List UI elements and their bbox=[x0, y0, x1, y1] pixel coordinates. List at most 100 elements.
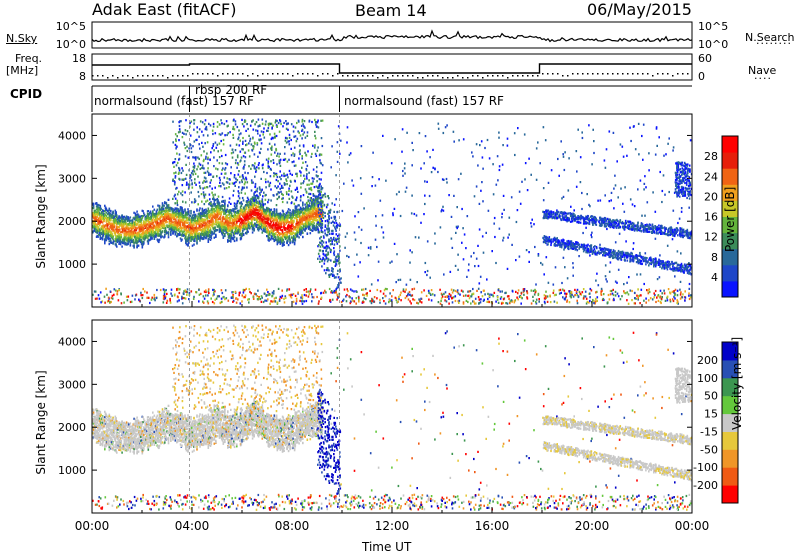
power-echo-cell bbox=[111, 227, 114, 230]
power-echo-cell bbox=[309, 197, 312, 200]
power-echo-cell bbox=[267, 180, 269, 183]
power-echo-cell bbox=[175, 219, 177, 222]
power-echo-cell bbox=[296, 121, 298, 125]
power-echo-cell bbox=[256, 218, 258, 221]
power-echo-cell bbox=[185, 235, 187, 239]
power-echo-cell bbox=[275, 174, 278, 177]
power-echo-cell bbox=[133, 242, 135, 245]
power-echo-cell bbox=[214, 226, 216, 229]
velocity-colorbar-tick-label: -15 bbox=[700, 425, 718, 438]
power-echo-cell bbox=[292, 240, 294, 243]
power-echo-cell bbox=[174, 143, 177, 146]
power-echo-cell bbox=[207, 240, 210, 243]
power-echo-cell bbox=[254, 197, 257, 200]
power-echo-cell bbox=[272, 227, 274, 230]
power-echo-cell bbox=[187, 221, 189, 224]
power-echo-cell bbox=[197, 228, 199, 231]
power-colorbar-tick-label: 12 bbox=[704, 231, 718, 244]
power-echo-cell bbox=[208, 226, 210, 229]
power-echo-cell bbox=[305, 213, 308, 216]
power-echo-cell bbox=[167, 204, 170, 207]
power-echo-cell bbox=[222, 204, 225, 207]
power-echo-cell bbox=[218, 176, 221, 179]
power-echo-cell bbox=[160, 236, 162, 239]
power-echo-cell bbox=[284, 228, 287, 231]
power-echo-cell bbox=[179, 237, 182, 240]
power-echo-cell bbox=[100, 207, 102, 210]
power-echo-cell bbox=[233, 204, 236, 208]
power-echo-cell bbox=[276, 186, 278, 190]
nave-point bbox=[472, 75, 474, 77]
power-echo-cell bbox=[278, 130, 281, 133]
power-echo-cell bbox=[281, 240, 283, 243]
power-echo-cell bbox=[224, 168, 226, 171]
power-echo-cell bbox=[102, 209, 105, 213]
power-echo-cell bbox=[124, 233, 126, 236]
power-echo-cell bbox=[270, 228, 273, 231]
power-echo-cell bbox=[166, 210, 168, 213]
power-echo-cell bbox=[270, 188, 272, 191]
power-echo-cell bbox=[305, 169, 308, 172]
power-echo-cell bbox=[283, 213, 285, 216]
nave-point bbox=[292, 75, 294, 77]
power-echo-cell bbox=[299, 208, 301, 211]
power-echo-cell bbox=[137, 244, 140, 247]
power-echo-cell bbox=[276, 119, 278, 122]
power-echo-cell bbox=[155, 232, 157, 235]
power-echo-cell bbox=[251, 215, 254, 218]
power-echo-cell bbox=[317, 229, 320, 232]
power-echo-cell bbox=[315, 123, 317, 126]
power-echo-cell bbox=[238, 220, 240, 223]
power-echo-cell bbox=[209, 181, 212, 184]
power-echo-cell bbox=[266, 209, 269, 212]
power-echo-cell bbox=[294, 209, 297, 212]
power-echo-cell bbox=[198, 220, 201, 223]
nave-point bbox=[582, 73, 584, 75]
power-echo-cell bbox=[222, 138, 225, 142]
power-echo-cell bbox=[147, 215, 150, 218]
power-echo-cell bbox=[206, 233, 208, 236]
power-echo-cell bbox=[109, 217, 111, 220]
nave-point bbox=[172, 75, 174, 77]
power-echo-cell bbox=[125, 215, 128, 218]
power-echo-cell bbox=[130, 219, 132, 222]
power-echo-cell bbox=[107, 237, 110, 240]
power-echo-cell bbox=[190, 209, 192, 213]
power-echo-cell bbox=[143, 213, 146, 216]
power-echo-cell bbox=[156, 216, 159, 219]
power-echo-cell bbox=[305, 218, 307, 221]
power-echo-cell bbox=[140, 236, 142, 239]
power-echo-cell bbox=[215, 235, 217, 238]
power-echo-cell bbox=[248, 217, 250, 220]
power-echo-cell bbox=[282, 125, 284, 128]
power-echo-cell bbox=[227, 214, 229, 217]
power-echo-cell bbox=[196, 168, 198, 171]
nave-point bbox=[527, 75, 529, 77]
power-echo-cell bbox=[277, 236, 279, 239]
power-echo-cell bbox=[170, 230, 172, 233]
power-echo-cell bbox=[210, 179, 212, 182]
power-echo-cell bbox=[184, 201, 187, 204]
power-echo-cell bbox=[140, 233, 143, 236]
power-echo-cell bbox=[305, 167, 308, 171]
power-echo-cell bbox=[219, 205, 222, 208]
power-echo-cell bbox=[314, 144, 316, 147]
power-echo-cell bbox=[167, 226, 169, 229]
power-echo-cell bbox=[281, 237, 284, 240]
power-echo-cell bbox=[209, 224, 212, 227]
power-echo-cell bbox=[163, 219, 165, 223]
power-echo-cell bbox=[267, 201, 269, 204]
nave-point bbox=[662, 73, 664, 75]
power-echo-cell bbox=[273, 208, 276, 211]
power-echo-cell bbox=[277, 121, 280, 125]
power-echo-cell bbox=[224, 212, 227, 215]
power-echo-cell bbox=[113, 223, 115, 226]
power-echo-cell bbox=[176, 152, 178, 155]
power-echo-cell bbox=[219, 181, 221, 184]
power-echo-cell bbox=[191, 244, 194, 247]
power-echo-cell bbox=[254, 222, 257, 225]
power-echo-cell bbox=[104, 204, 106, 207]
power-echo-cell bbox=[158, 204, 161, 207]
power-echo-cell bbox=[218, 202, 221, 205]
power-echo-cell bbox=[317, 195, 320, 198]
